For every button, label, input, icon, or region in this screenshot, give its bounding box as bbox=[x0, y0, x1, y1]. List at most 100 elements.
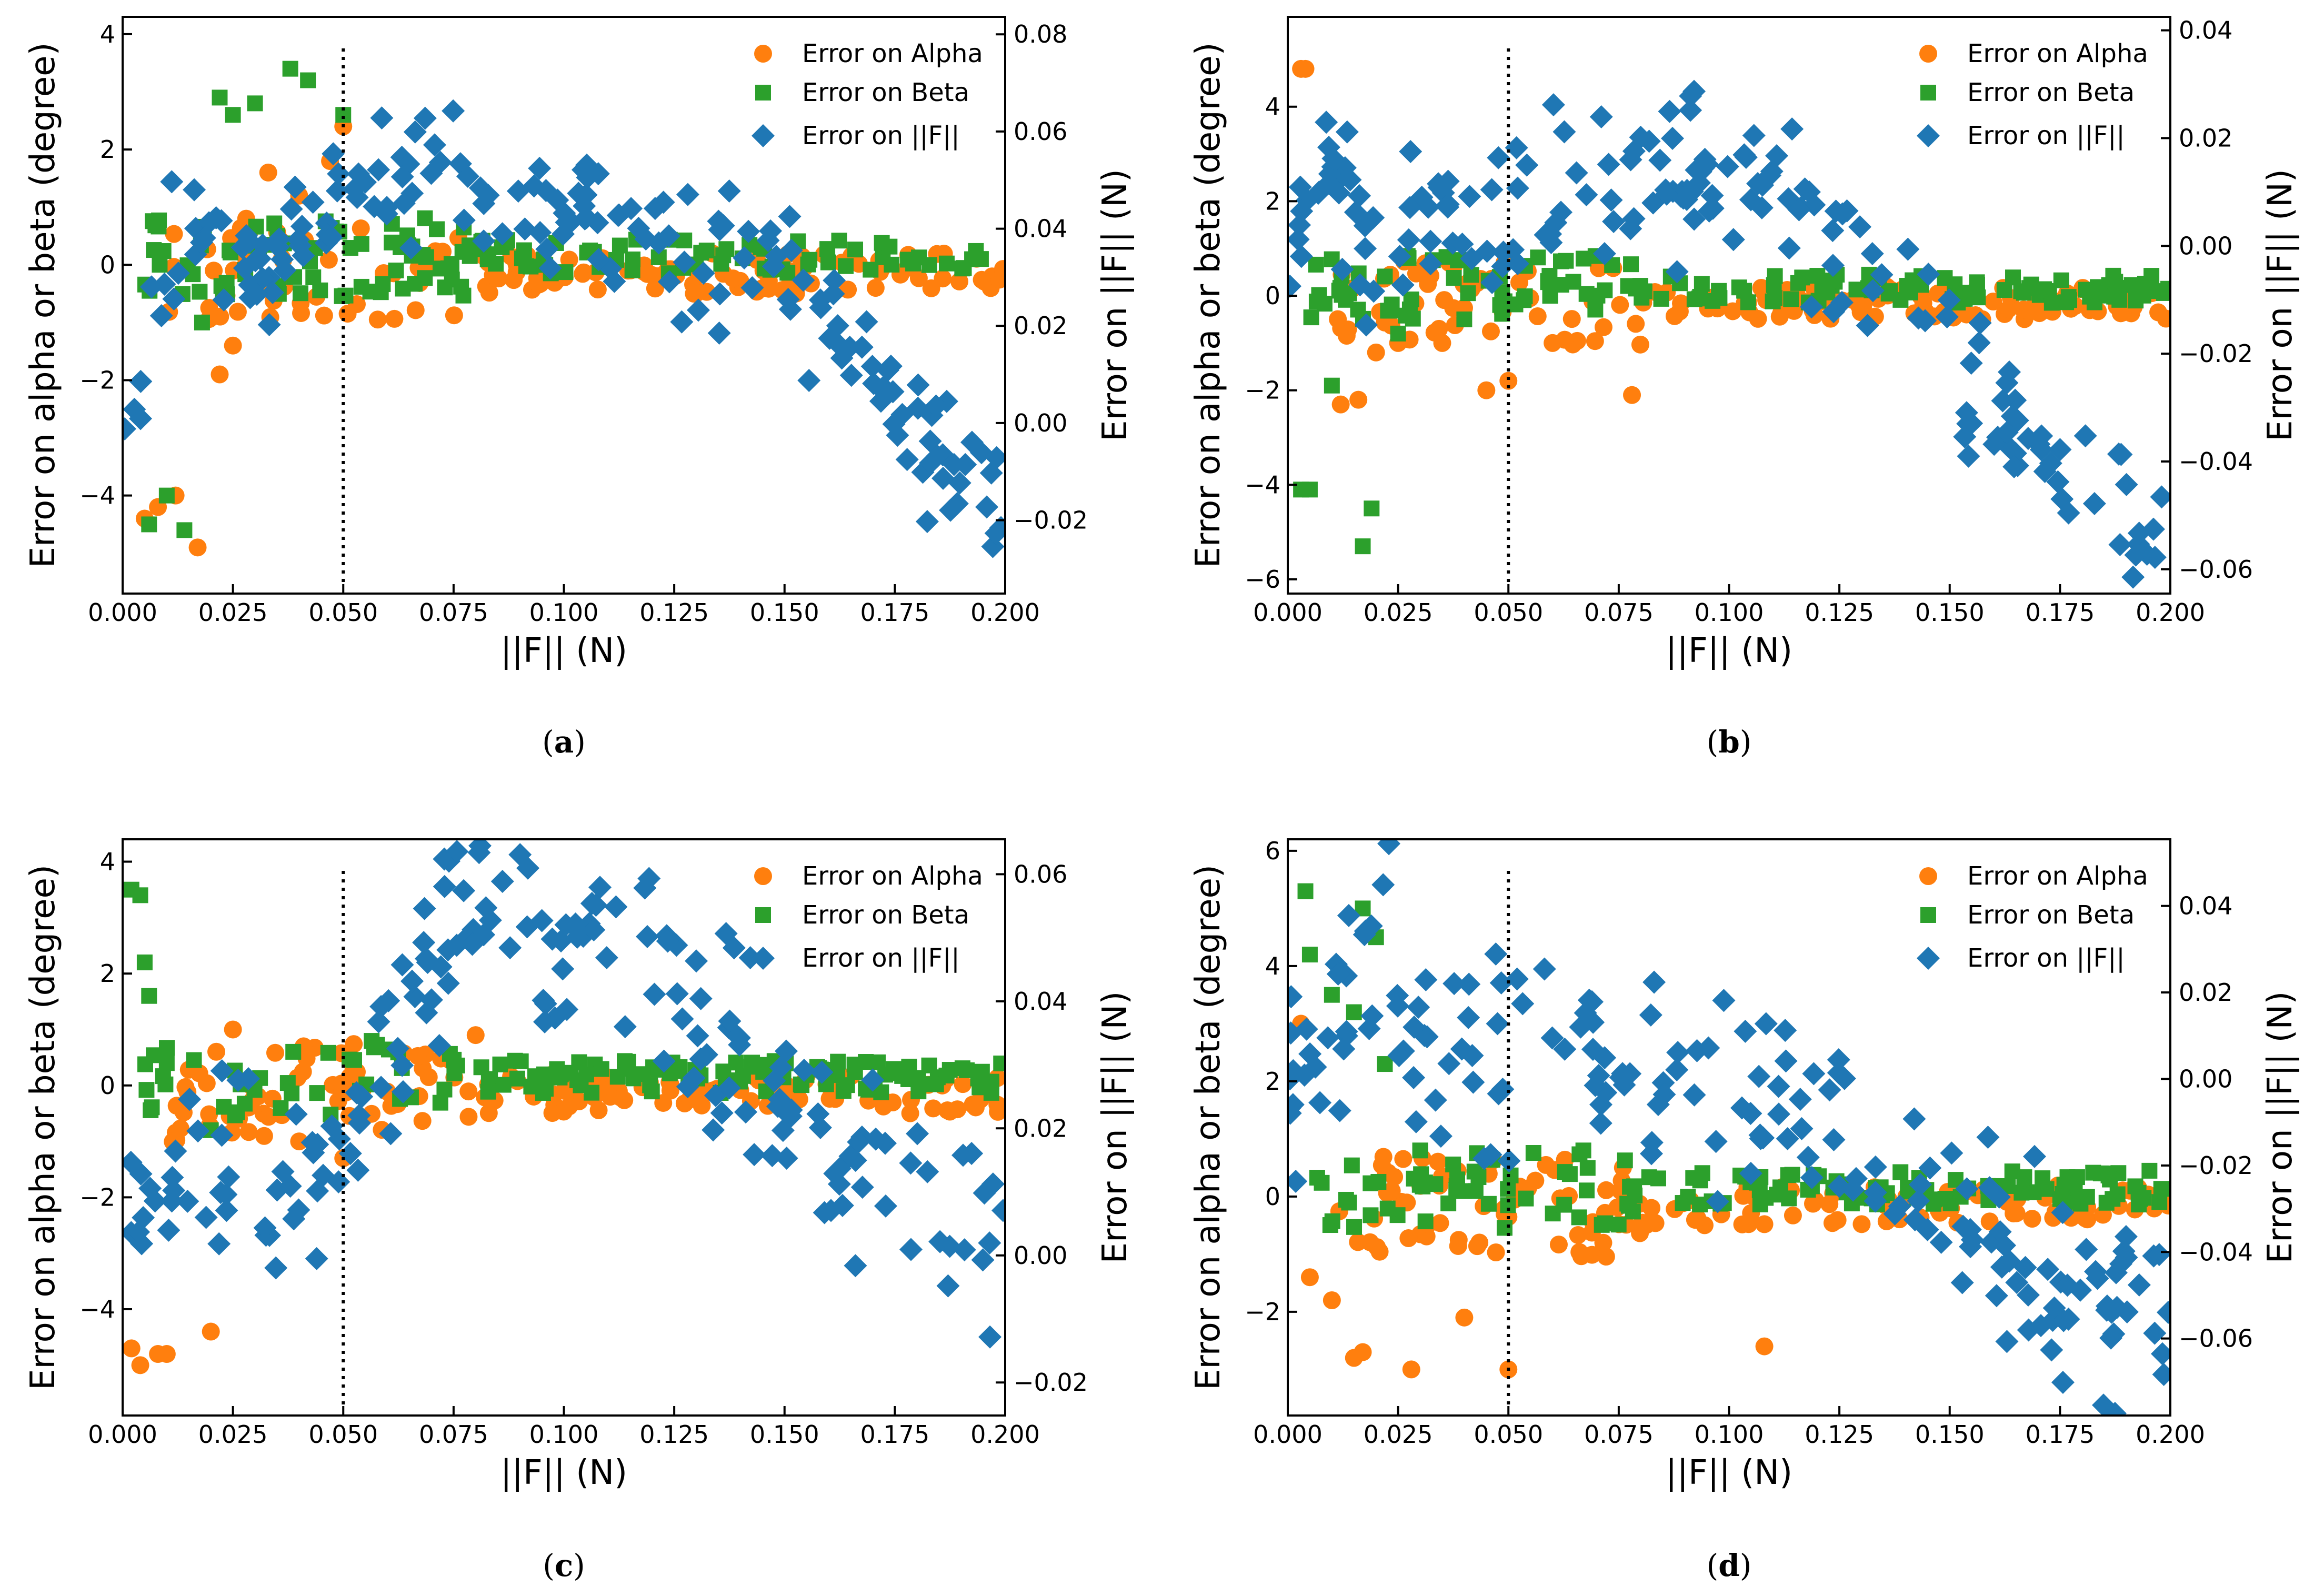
force-point bbox=[132, 1206, 155, 1230]
force-point bbox=[1951, 1214, 1975, 1238]
x-tick-label: 0.200 bbox=[2136, 1420, 2205, 1449]
force-point bbox=[436, 938, 460, 962]
beta-point bbox=[1324, 987, 1340, 1003]
beta-point bbox=[2127, 1178, 2143, 1194]
force-point bbox=[1774, 1049, 1798, 1073]
force-point bbox=[1968, 311, 1992, 335]
beta-point bbox=[1814, 283, 1830, 299]
beta-point bbox=[1620, 1198, 1637, 1214]
force-point bbox=[345, 1081, 368, 1105]
force-point bbox=[2115, 1300, 2139, 1324]
force-point bbox=[414, 947, 438, 970]
alpha-point bbox=[1373, 1156, 1391, 1175]
alpha-point bbox=[259, 163, 277, 182]
force-point bbox=[127, 1220, 151, 1244]
y-tick-label-right: 0.04 bbox=[1014, 987, 1067, 1016]
force-point bbox=[1497, 1149, 1521, 1173]
force-point bbox=[215, 1199, 238, 1222]
force-point bbox=[1995, 1330, 2019, 1353]
beta-point bbox=[2085, 1165, 2101, 1181]
force-point bbox=[2036, 1258, 2060, 1281]
force-point bbox=[532, 988, 555, 1012]
force-point bbox=[689, 987, 713, 1010]
alpha-point bbox=[239, 1123, 258, 1141]
force-point bbox=[1288, 274, 1301, 298]
force-point bbox=[1658, 99, 1681, 123]
force-point bbox=[1377, 839, 1401, 856]
force-point bbox=[652, 1049, 676, 1073]
beta-point bbox=[1355, 538, 1371, 555]
force-point bbox=[302, 1141, 325, 1165]
force-point bbox=[1907, 306, 1930, 330]
force-point bbox=[960, 1142, 984, 1166]
force-point bbox=[1830, 290, 1854, 314]
beta-point bbox=[1309, 1169, 1325, 1186]
force-point bbox=[978, 1231, 1001, 1255]
beta-point bbox=[881, 238, 898, 255]
beta-point bbox=[353, 278, 369, 295]
alpha-point bbox=[1349, 390, 1368, 409]
force-point bbox=[399, 236, 423, 260]
force-point bbox=[1864, 1155, 1887, 1179]
force-point bbox=[2073, 424, 2097, 448]
legend-alpha: Error on Alpha bbox=[802, 39, 983, 68]
x-tick-label: 0.175 bbox=[2026, 598, 2095, 627]
force-point bbox=[1337, 904, 1360, 927]
legend-beta-marker bbox=[1920, 85, 1936, 101]
beta-point bbox=[884, 256, 900, 273]
beta-point bbox=[1626, 1178, 1642, 1194]
force-point bbox=[636, 925, 659, 948]
beta-point bbox=[1324, 377, 1340, 394]
force-point bbox=[1734, 1019, 1757, 1043]
force-point bbox=[490, 222, 514, 246]
force-point bbox=[212, 288, 236, 312]
force-point bbox=[850, 1176, 874, 1199]
force-point bbox=[1665, 1058, 1689, 1081]
force-point bbox=[1575, 183, 1598, 207]
force-point bbox=[1655, 182, 1678, 206]
force-point bbox=[2124, 543, 2148, 567]
alpha-point bbox=[1549, 1236, 1568, 1254]
force-point bbox=[2004, 388, 2027, 412]
force-point bbox=[1399, 140, 1423, 164]
force-point bbox=[292, 244, 315, 267]
beta-point bbox=[384, 234, 400, 250]
force-point bbox=[1457, 972, 1481, 996]
force-point bbox=[1788, 1088, 1812, 1111]
force-point bbox=[1592, 242, 1616, 265]
legend-force-marker bbox=[1917, 124, 1940, 147]
force-point bbox=[1793, 177, 1817, 201]
force-point bbox=[287, 1198, 310, 1222]
alpha-point bbox=[724, 269, 742, 288]
alpha-point bbox=[1487, 1243, 1505, 1261]
force-point bbox=[391, 1080, 415, 1103]
force-point bbox=[2075, 1238, 2098, 1261]
force-point bbox=[445, 840, 469, 864]
alpha-point bbox=[123, 1339, 141, 1358]
force-point bbox=[442, 99, 465, 123]
x-tick-label: 0.050 bbox=[308, 1420, 378, 1449]
beta-point bbox=[1377, 1056, 1393, 1072]
force-point bbox=[1646, 1092, 1670, 1116]
force-point bbox=[775, 1039, 798, 1063]
alpha-point bbox=[1329, 310, 1347, 328]
beta-point bbox=[2016, 285, 2032, 301]
force-point bbox=[588, 876, 612, 899]
force-point bbox=[899, 1151, 923, 1175]
alpha-point bbox=[1354, 1343, 1372, 1361]
beta-point bbox=[509, 1070, 525, 1087]
force-point bbox=[945, 492, 969, 516]
force-point bbox=[916, 1160, 939, 1183]
force-point bbox=[1354, 237, 1377, 260]
legend: Error on Alpha Error on Beta Error on ||F|… bbox=[752, 861, 983, 973]
force-point bbox=[1597, 153, 1620, 176]
beta-point bbox=[152, 257, 168, 273]
force-point bbox=[1907, 1189, 1930, 1213]
beta-point bbox=[136, 954, 153, 970]
beta-point bbox=[1405, 310, 1421, 327]
force-point bbox=[535, 237, 559, 261]
legend: Error on Alpha Error on Beta Error on ||F|… bbox=[752, 39, 983, 150]
beta-point bbox=[1711, 283, 1727, 299]
force-point bbox=[2147, 1243, 2170, 1267]
